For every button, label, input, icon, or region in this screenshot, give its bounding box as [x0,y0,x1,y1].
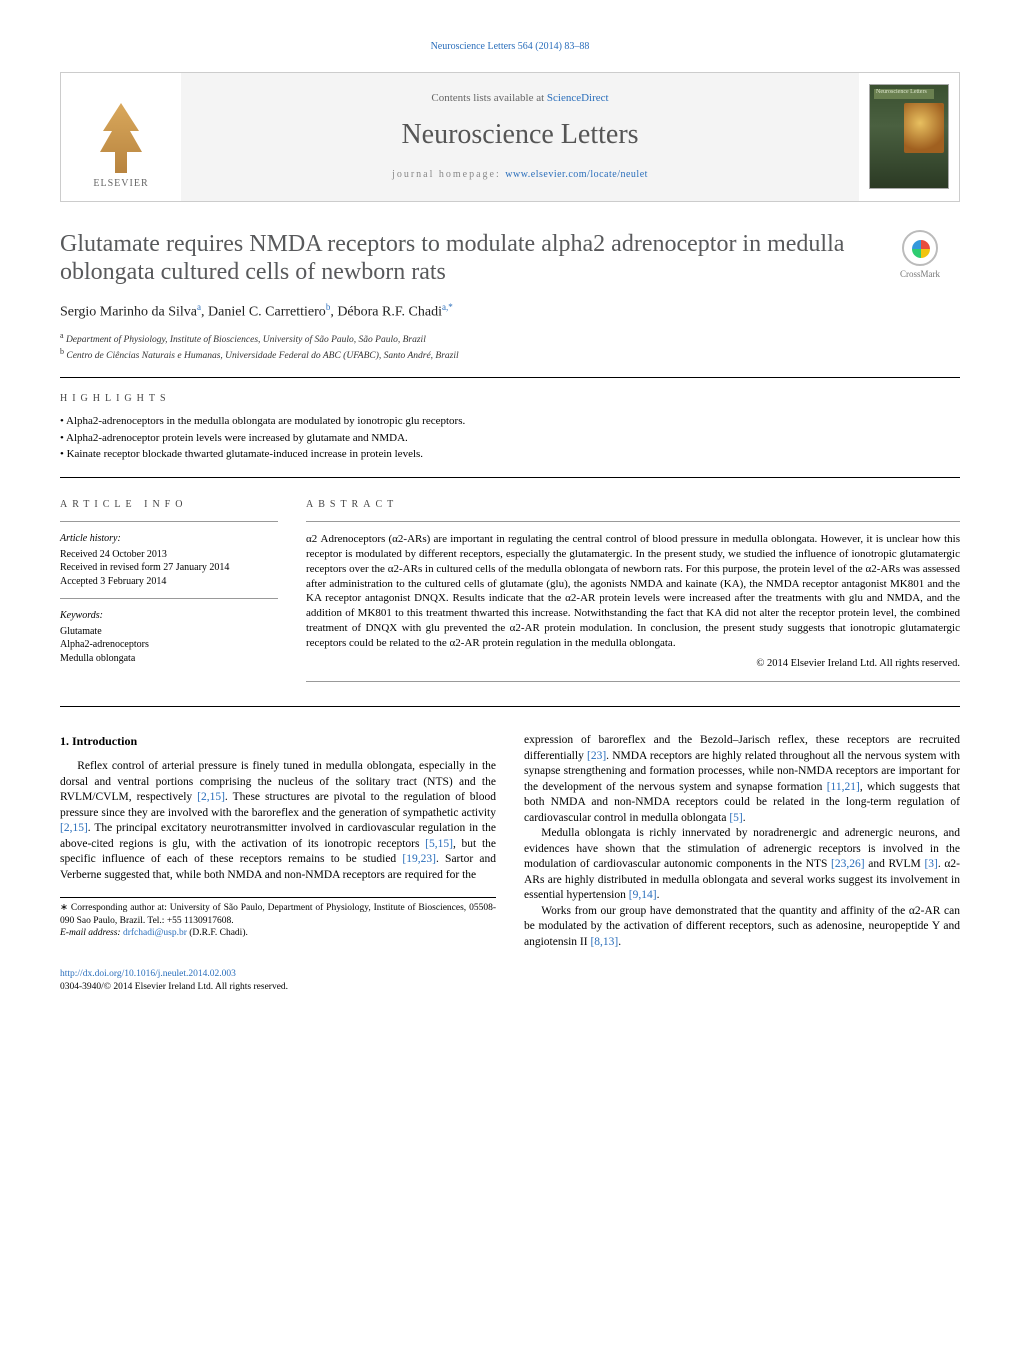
body-left-column: 1. Introduction Reflex control of arteri… [60,733,496,950]
email-label: E-mail address: [60,928,123,938]
highlight-item-1: Alpha2-adrenoceptors in the medulla oblo… [60,413,960,430]
running-head: Neuroscience Letters 564 (2014) 83–88 [60,40,960,54]
contents-line: Contents lists available at ScienceDirec… [431,91,608,106]
history-line-1: Received 24 October 2013 [60,548,278,562]
masthead-center: Contents lists available at ScienceDirec… [181,73,859,201]
affil-b: Centro de Ciências Naturais e Humanas, U… [66,351,458,361]
corr-email-link[interactable]: drfchadi@usp.br [123,928,187,938]
sciencedirect-link[interactable]: ScienceDirect [547,92,609,104]
intro-para-1: Reflex control of arterial pressure is f… [60,759,496,883]
journal-masthead: ELSEVIER Contents lists available at Sci… [60,72,960,202]
author-2-mark: b [326,302,331,312]
highlights-heading: HIGHLIGHTS [60,392,960,406]
homepage-line: journal homepage: www.elsevier.com/locat… [392,168,648,182]
history-line-3: Accepted 3 February 2014 [60,575,278,589]
publisher-logo-block: ELSEVIER [61,73,181,201]
email-suffix: (D.R.F. Chadi). [187,928,248,938]
keyword-2: Alpha2-adrenoceptors [60,638,278,652]
journal-name: Neuroscience Letters [401,116,638,154]
elsevier-tree-icon [91,103,151,173]
crossmark-icon [902,230,938,266]
cite-11-21[interactable]: [11,21] [827,781,860,793]
author-1-mark: a [197,302,201,312]
journal-homepage-link[interactable]: www.elsevier.com/locate/neulet [505,169,648,180]
keywords-head: Keywords: [60,609,278,623]
rule-3 [60,706,960,707]
right-para-1: expression of baroreflex and the Bezold–… [524,733,960,826]
rule-1 [60,377,960,378]
article-title: Glutamate requires NMDA receptors to mod… [60,230,880,288]
cover-image-icon [904,103,944,153]
cover-thumb-block: Neuroscience Letters [859,73,959,201]
affil-a: Department of Physiology, Institute of B… [66,335,426,345]
right-para-2: Medulla oblongata is richly innervated b… [524,826,960,904]
cite-2-15a[interactable]: [2,15] [197,791,225,803]
info-rule-1 [60,521,278,522]
author-1: Sergio Marinho da Silva [60,305,197,320]
publisher-name: ELSEVIER [93,177,148,191]
running-head-link[interactable]: Neuroscience Letters 564 (2014) 83–88 [431,41,590,52]
cite-19-23[interactable]: [19,23] [402,853,436,865]
cite-23-26[interactable]: [23,26] [831,858,865,870]
affil-b-mark: b [60,347,64,356]
cite-3[interactable]: [3] [924,858,937,870]
corresponding-footnote: ∗ Corresponding author at: University of… [60,897,496,939]
author-3-mark: a,* [442,302,453,312]
cite-2-15b[interactable]: [2,15] [60,822,88,834]
highlights-section: HIGHLIGHTS Alpha2-adrenoceptors in the m… [60,392,960,463]
affil-a-mark: a [60,331,64,340]
cite-5[interactable]: [5] [729,812,742,824]
abstract-column: ABSTRACT α2 Adrenoceptors (α2-ARs) are i… [306,492,960,692]
cite-9-14[interactable]: [9,14] [629,889,657,901]
abstract-copyright: © 2014 Elsevier Ireland Ltd. All rights … [306,657,960,671]
cite-8-13[interactable]: [8,13] [590,936,618,948]
homepage-prefix: journal homepage: [392,169,505,180]
cite-23[interactable]: [23] [587,750,606,762]
cite-5-15[interactable]: [5,15] [425,838,453,850]
rule-2 [60,477,960,478]
abs-rule-1 [306,521,960,522]
keyword-3: Medulla oblongata [60,652,278,666]
right-para-3: Works from our group have demonstrated t… [524,904,960,951]
highlight-item-2: Alpha2-adrenoceptor protein levels were … [60,430,960,447]
history-head: Article history: [60,532,278,546]
abstract-heading: ABSTRACT [306,498,960,512]
cover-label: Neuroscience Letters [876,88,927,96]
info-rule-2 [60,598,278,599]
author-3: Débora R.F. Chadi [337,305,442,320]
article-info-column: ARTICLE INFO Article history: Received 2… [60,492,278,692]
corr-author-text: ∗ Corresponding author at: University of… [60,902,496,927]
intro-heading: 1. Introduction [60,733,496,749]
abs-rule-2 [306,681,960,682]
doi-link[interactable]: http://dx.doi.org/10.1016/j.neulet.2014.… [60,969,236,979]
contents-prefix: Contents lists available at [431,92,546,104]
doi-block: http://dx.doi.org/10.1016/j.neulet.2014.… [60,968,960,993]
article-info-heading: ARTICLE INFO [60,498,278,512]
history-line-2: Received in revised form 27 January 2014 [60,561,278,575]
affiliations: a Department of Physiology, Institute of… [60,331,880,363]
keyword-1: Glutamate [60,625,278,639]
issn-copyright-line: 0304-3940/© 2014 Elsevier Ireland Ltd. A… [60,982,288,992]
highlight-item-3: Kainate receptor blockade thwarted gluta… [60,446,960,463]
journal-cover-thumbnail: Neuroscience Letters [869,84,949,189]
author-2: Daniel C. Carrettiero [208,305,326,320]
body-right-column: expression of baroreflex and the Bezold–… [524,733,960,950]
author-list: Sergio Marinho da Silvaa, Daniel C. Carr… [60,301,880,323]
abstract-text: α2 Adrenoceptors (α2-ARs) are important … [306,532,960,651]
crossmark-widget[interactable]: CrossMark [880,230,960,280]
crossmark-label: CrossMark [900,269,940,279]
